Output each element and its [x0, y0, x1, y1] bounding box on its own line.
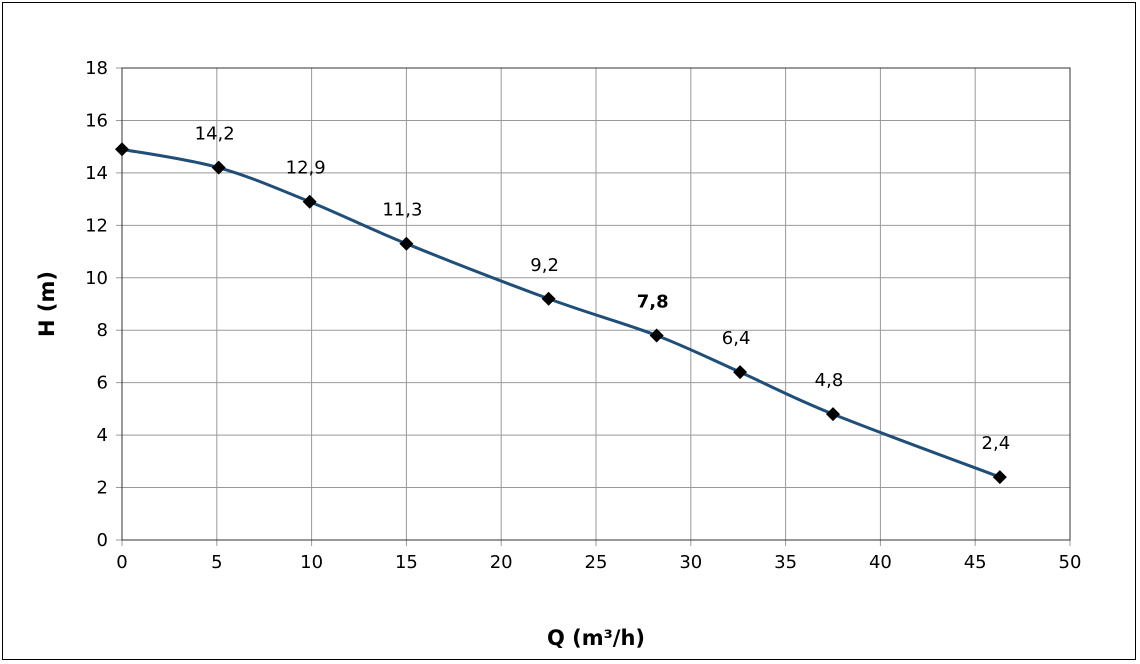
y-axis-title: H (m) [35, 271, 59, 337]
x-tick-label: 35 [774, 552, 797, 573]
data-point-marker [992, 470, 1007, 485]
y-tick-label: 18 [85, 58, 108, 79]
x-tick-label: 10 [300, 552, 323, 573]
x-tick-label: 15 [395, 552, 418, 573]
data-point-marker [115, 142, 129, 157]
x-tick-label: 5 [211, 552, 222, 573]
x-tick-label: 25 [585, 552, 608, 573]
y-tick-labels: 0 2 4 6 8 10 12 14 16 18 [85, 58, 108, 551]
x-tick-label: 20 [490, 552, 513, 573]
data-label: 12,9 [286, 158, 326, 179]
y-tick-label: 12 [85, 215, 108, 236]
data-label: 2,4 [982, 433, 1011, 454]
x-tick-label: 45 [964, 552, 987, 573]
data-point-marker [541, 291, 556, 306]
x-tick-label: 0 [116, 552, 127, 573]
data-label: 7,8 [637, 291, 669, 312]
y-tick-label: 8 [97, 320, 108, 341]
data-label: 6,4 [722, 328, 751, 349]
data-label: 4,8 [815, 370, 844, 391]
data-label: 11,3 [382, 200, 422, 221]
x-tick-label: 50 [1059, 552, 1082, 573]
y-tick-label: 14 [85, 163, 108, 184]
y-tick-label: 0 [97, 530, 108, 551]
x-tick-label: 30 [679, 552, 702, 573]
plot-area-border [121, 67, 1071, 541]
data-point-marker [211, 160, 226, 175]
y-tick-label: 10 [85, 268, 108, 289]
data-label: 14,2 [195, 124, 235, 145]
y-tick-label: 2 [97, 478, 108, 499]
data-labels: 14,2 12,9 11,3 9,2 7,8 6,4 4,8 2,4 [195, 124, 1011, 454]
data-point-marker [826, 407, 840, 422]
y-tick-label: 16 [85, 110, 108, 131]
data-point-marker [302, 194, 317, 209]
y-tick-label: 4 [97, 425, 108, 446]
series-markers [115, 142, 1007, 485]
x-tick-labels: 0 5 10 15 20 25 30 35 40 45 50 [116, 552, 1081, 573]
series-line [121, 147, 1001, 479]
grid [116, 67, 1071, 546]
data-point-marker [733, 365, 748, 380]
data-point-marker [399, 236, 414, 251]
data-label: 9,2 [530, 255, 559, 276]
x-tick-label: 40 [869, 552, 892, 573]
data-point-marker [649, 328, 664, 343]
x-axis-title: Q (m³/h) [547, 626, 645, 650]
y-tick-label: 6 [97, 373, 108, 394]
